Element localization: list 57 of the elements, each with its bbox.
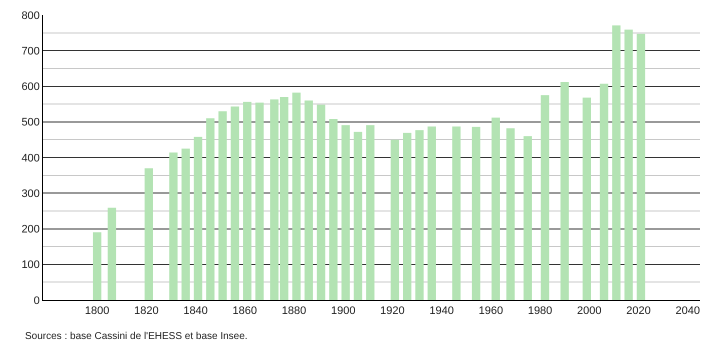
bar [243,102,252,300]
bar [428,126,436,300]
bar [206,118,215,300]
x-tick-label: 1820 [134,305,159,318]
bar [194,136,202,300]
bar [304,100,313,300]
x-tick-label: 1880 [282,305,306,318]
y-tick-label: 700 [21,45,40,58]
bar [560,82,569,300]
x-tick-label: 1860 [232,305,258,318]
bar [636,34,646,300]
bar [255,102,264,300]
y-tick-label: 200 [21,224,40,236]
x-tick-label: 2040 [675,305,700,318]
bar [316,104,326,300]
bar [182,148,190,300]
bar [612,25,621,300]
bar [169,152,178,300]
x-tick-label: 2020 [626,305,651,318]
bar [506,128,515,300]
bar [108,208,116,300]
bar [540,95,550,300]
bar [292,92,301,300]
y-tick-label: 300 [21,188,40,200]
y-tick-label: 600 [21,81,40,94]
bar [582,98,591,300]
x-tick-label: 1800 [84,305,110,318]
x-tick-label: 1940 [429,305,454,318]
bar [492,118,500,300]
bar [92,232,102,300]
bar [524,136,532,300]
y-tick-label: 500 [21,116,40,129]
x-tick-label: 1840 [183,305,208,318]
y-tick-label: 100 [21,259,40,272]
bar [452,126,461,300]
x-tick-label: 2000 [577,305,602,318]
bar [624,30,633,300]
bar [218,111,227,300]
bar [329,119,338,300]
source-note: Sources : base Cassini de l'EHESS et base Insee. [25,331,248,340]
x-tick-label: 1900 [330,305,356,318]
bar [403,132,412,300]
bar [415,130,424,300]
x-tick-label: 1980 [528,305,552,318]
x-tick-label: 1920 [380,305,405,318]
bar [341,125,350,300]
bar [472,126,480,300]
bar [354,132,362,300]
bar [230,106,240,300]
bar [600,84,608,300]
bar [366,125,374,300]
y-tick-label: 800 [21,10,40,22]
y-tick-label: 400 [21,152,40,164]
x-tick-label: 1960 [478,305,504,318]
bar [390,140,400,300]
y-tick-label: 0 [34,294,40,307]
bar [144,168,153,300]
